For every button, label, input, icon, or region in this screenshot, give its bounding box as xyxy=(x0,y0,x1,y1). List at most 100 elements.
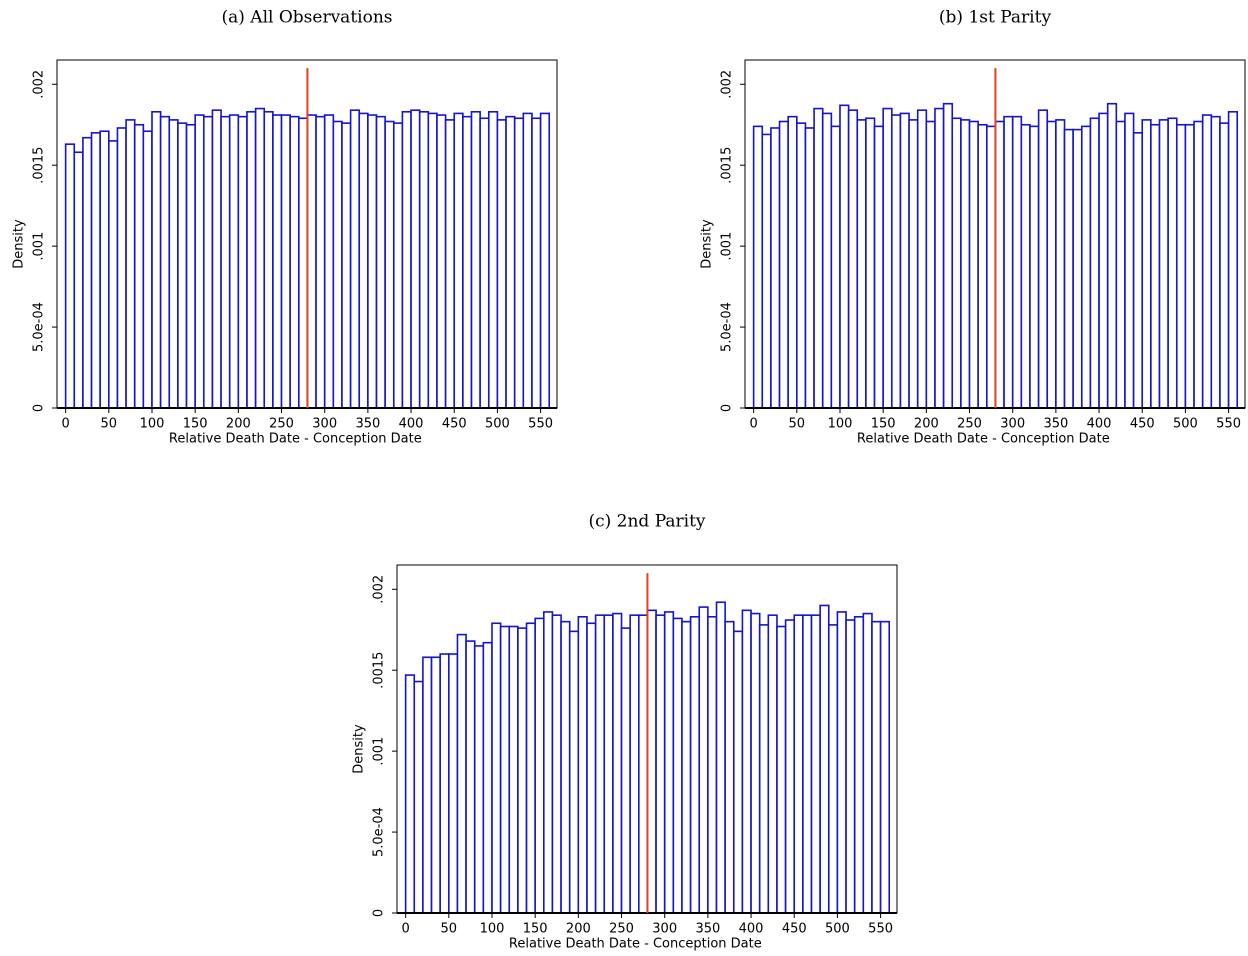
bar xyxy=(237,115,248,409)
bar xyxy=(637,614,649,914)
bar xyxy=(375,115,386,409)
x-axis-label: Relative Death Date - Conception Date xyxy=(169,432,422,447)
x-tick-label: 550 xyxy=(1216,417,1241,432)
bar xyxy=(1029,125,1040,409)
bar xyxy=(482,641,493,914)
bar xyxy=(418,110,430,409)
bar xyxy=(985,125,997,409)
bar xyxy=(90,132,101,409)
bar xyxy=(1072,128,1083,409)
y-tick-label: 0 xyxy=(720,404,735,412)
bar xyxy=(856,119,867,409)
bar xyxy=(925,120,936,409)
bar xyxy=(185,123,196,409)
bar xyxy=(289,115,300,409)
bar xyxy=(586,622,597,914)
y-tick-label: 5.0e-04 xyxy=(372,807,387,857)
bar xyxy=(1020,123,1031,409)
bar xyxy=(1141,119,1152,409)
bar xyxy=(776,625,787,914)
bar xyxy=(629,614,640,914)
y-tick-label: .001 xyxy=(720,232,735,261)
bar xyxy=(422,656,433,914)
bar xyxy=(1132,132,1144,409)
bar xyxy=(689,615,701,914)
bar xyxy=(427,112,438,409)
bar xyxy=(392,122,404,409)
bar xyxy=(767,614,778,914)
bar xyxy=(82,136,93,409)
bar xyxy=(168,119,179,409)
bar xyxy=(133,123,145,409)
bar xyxy=(525,622,536,914)
bar xyxy=(787,115,798,409)
bar xyxy=(839,104,850,409)
x-axis-label: Relative Death Date - Conception Date xyxy=(857,432,1110,447)
bar xyxy=(655,614,666,914)
bar xyxy=(951,117,962,409)
bar xyxy=(1098,112,1109,409)
x-tick-label: 150 xyxy=(871,417,896,432)
bar xyxy=(620,627,631,914)
bar xyxy=(349,109,361,409)
bar xyxy=(272,114,283,409)
x-tick-label: 0 xyxy=(749,417,757,432)
y-tick-label: 0 xyxy=(372,909,387,917)
bar xyxy=(142,130,153,409)
bar xyxy=(761,133,772,409)
y-tick-label: 5.0e-04 xyxy=(32,302,47,352)
bar xyxy=(487,110,499,409)
panel-title: (b) 1st Parity xyxy=(939,8,1052,28)
bar xyxy=(534,617,545,914)
x-tick-label: 200 xyxy=(914,417,939,432)
bar xyxy=(577,615,588,914)
bar xyxy=(934,107,945,409)
bar xyxy=(436,114,447,409)
x-tick-label: 500 xyxy=(1173,417,1198,432)
bar xyxy=(847,109,859,409)
bar xyxy=(125,119,136,409)
bar xyxy=(796,122,807,409)
bar xyxy=(430,656,441,914)
bar xyxy=(698,606,709,914)
x-tick-label: 350 xyxy=(695,922,720,937)
bar xyxy=(211,109,222,409)
bar xyxy=(778,120,789,409)
bar xyxy=(315,115,326,409)
y-tick-label: .0015 xyxy=(720,147,735,184)
bar xyxy=(323,114,335,409)
bar xyxy=(741,609,752,914)
x-tick-label: 350 xyxy=(1043,417,1068,432)
bar xyxy=(367,114,378,409)
bar xyxy=(845,619,856,914)
bar xyxy=(916,109,928,409)
x-tick-label: 450 xyxy=(442,417,467,432)
bar xyxy=(1080,125,1092,409)
x-tick-label: 300 xyxy=(652,922,677,937)
bar xyxy=(994,120,1005,409)
bar xyxy=(108,140,119,409)
bar xyxy=(1011,115,1023,409)
bar xyxy=(453,112,464,409)
bar xyxy=(672,617,683,914)
panel-title: (a) All Observations xyxy=(221,8,392,28)
bar xyxy=(1150,123,1161,409)
bar xyxy=(1055,119,1066,409)
bar xyxy=(968,120,979,409)
bar xyxy=(836,611,847,914)
bar xyxy=(1158,119,1169,409)
bar xyxy=(1184,123,1195,409)
bar xyxy=(594,614,606,914)
bar xyxy=(681,620,692,914)
bar xyxy=(401,110,412,409)
bar xyxy=(804,127,815,409)
x-tick-label: 50 xyxy=(789,417,806,432)
bar xyxy=(758,624,770,914)
x-tick-label: 400 xyxy=(1087,417,1112,432)
y-tick-label: .002 xyxy=(32,70,47,99)
bar xyxy=(246,110,257,409)
x-tick-label: 450 xyxy=(782,922,807,937)
x-tick-label: 350 xyxy=(355,417,380,432)
bar xyxy=(853,615,865,914)
x-tick-label: 250 xyxy=(957,417,982,432)
